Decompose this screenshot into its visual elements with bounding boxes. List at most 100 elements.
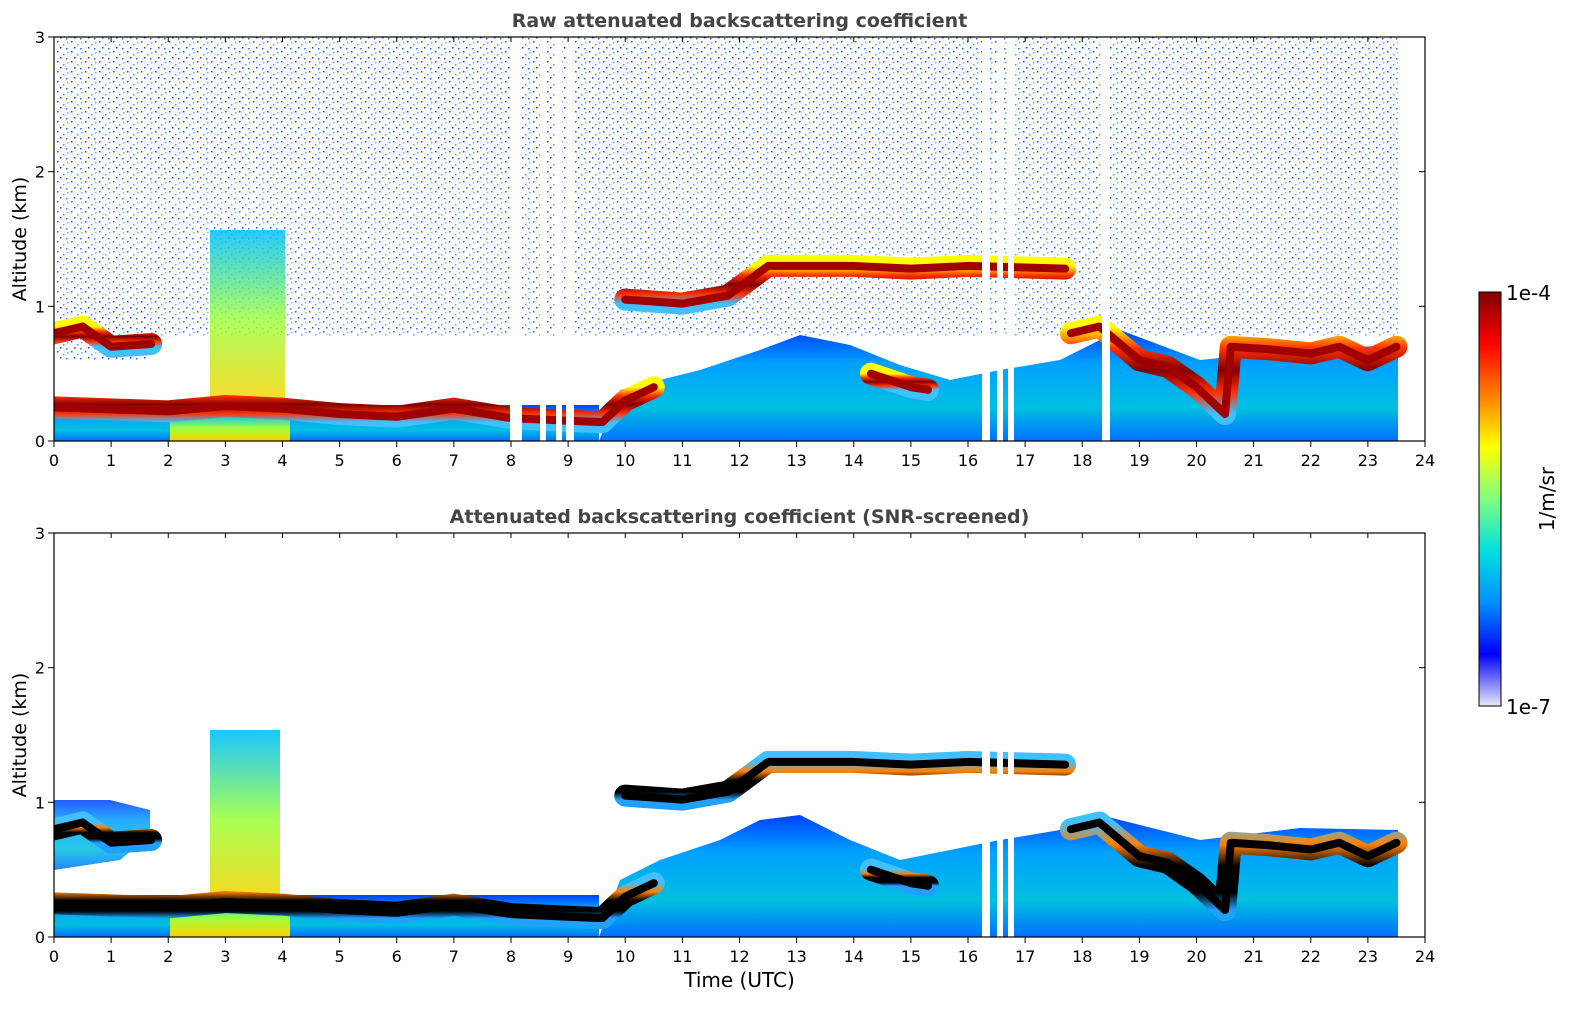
colorbar-max-label: 1e-4 [1506,281,1551,305]
x-tick-label: 16 [958,947,978,966]
x-tick-label: 9 [563,947,573,966]
cloud-layer-core [621,261,1070,308]
raw-axis-ticks: 0 1 2 3 4 5 6 7 8 9 10 11 12 13 14 15 16 17 18 19 20 21 22 23 24… [35,28,1435,470]
raw-gap [510,37,522,441]
raw-noise-region-upper [54,37,1398,177]
y-tick-label: 3 [35,524,45,543]
x-tick-label: 8 [506,451,516,470]
x-tick-label: 18 [1072,947,1092,966]
raw-gap [997,37,1003,441]
x-tick-label: 4 [277,451,287,470]
x-tick-label: 0 [49,947,59,966]
raw-heatmap [54,37,1408,441]
x-tick-label: 4 [277,947,287,966]
cloud-layer-core [1066,818,1401,915]
screened-axis-ticks: 0 1 2 3 4 5 6 7 8 9 10 11 12 13 14 15 16 17 18 19 20 21 22 23 24… [35,524,1435,966]
x-tick-label: 1 [106,451,116,470]
screened-ylabel: Altitude (km) [9,673,31,798]
x-tick-label: 2 [163,451,173,470]
x-tick-label: 3 [220,451,230,470]
x-tick-label: 11 [672,947,692,966]
y-tick-label: 0 [35,928,45,947]
x-tick-label: 13 [786,947,806,966]
raw-gap [982,37,990,441]
cloud-layer-core [54,383,658,427]
x-tick-label: 16 [958,451,978,470]
panel-raw: Raw attenuated backscattering coefficien… [9,10,1435,470]
x-tick-label: 21 [1243,947,1263,966]
cloud-layer-core [866,865,933,890]
x-tick-label: 5 [335,947,345,966]
x-tick-label: 17 [1015,451,1035,470]
screened-layers [54,750,1408,930]
panel-screened-title: Attenuated backscattering coefficient (S… [450,506,1030,528]
screened-heatmap [54,730,1408,937]
x-tick-label: 23 [1358,451,1378,470]
screened-dust-plume [210,730,280,910]
cloud-layer-core [54,322,156,351]
raw-dust-plume [210,230,285,410]
x-tick-label: 22 [1301,947,1321,966]
x-tick-label: 6 [392,947,402,966]
y-tick-label: 3 [35,28,45,47]
x-tick-label: 13 [786,451,806,470]
raw-ylabel: Altitude (km) [9,177,31,302]
colorbar-scale [1478,291,1502,707]
panel-raw-title: Raw attenuated backscattering coefficien… [512,10,968,32]
screened-gap [982,745,990,937]
colorbar: 1e-4 1e-7 1/m/sr [1478,281,1559,719]
x-tick-label: 14 [844,947,864,966]
x-tick-label: 24 [1415,947,1435,966]
x-tick-label: 0 [49,451,59,470]
x-tick-label: 17 [1015,947,1035,966]
screened-gap [1008,745,1014,937]
x-tick-label: 12 [729,947,749,966]
x-tick-label: 12 [729,451,749,470]
x-tick-label: 9 [563,451,573,470]
raw-gap [1008,37,1014,441]
x-tick-label: 22 [1301,451,1321,470]
x-tick-label: 10 [615,451,635,470]
x-tick-label: 15 [901,451,921,470]
x-tick-label: 11 [672,451,692,470]
x-tick-label: 5 [335,451,345,470]
cloud-layer-core [54,818,156,847]
raw-gap [566,37,574,441]
raw-gap [540,37,546,441]
x-tick-label: 21 [1243,451,1263,470]
screened-gap [997,745,1003,937]
x-tick-label: 1 [106,947,116,966]
y-tick-label: 1 [35,297,45,316]
colorbar-min-label: 1e-7 [1506,695,1551,719]
screened-xlabel: Time (UTC) [683,968,795,992]
x-tick-label: 24 [1415,451,1435,470]
x-tick-label: 8 [506,947,516,966]
cloud-layer-core [1066,322,1401,419]
x-tick-label: 20 [1186,947,1206,966]
x-tick-label: 18 [1072,451,1092,470]
x-tick-label: 15 [901,947,921,966]
y-tick-label: 0 [35,432,45,451]
y-tick-label: 1 [35,793,45,812]
colorbar-label: 1/m/sr [1535,466,1559,531]
raw-gap [556,37,562,441]
raw-layers [54,254,1408,434]
x-tick-label: 19 [1129,947,1149,966]
x-tick-label: 23 [1358,947,1378,966]
cloud-layer-core [866,369,933,394]
x-tick-label: 3 [220,947,230,966]
x-tick-label: 6 [392,451,402,470]
panel-screened: Attenuated backscattering coefficient (S… [9,506,1435,992]
raw-gap [1102,37,1110,441]
x-tick-label: 7 [449,947,459,966]
cloud-layer-core [54,879,658,923]
y-tick-label: 2 [35,659,45,678]
x-tick-label: 7 [449,451,459,470]
x-tick-label: 2 [163,947,173,966]
y-tick-label: 2 [35,163,45,182]
x-tick-label: 14 [844,451,864,470]
cloud-layer-core [621,757,1070,804]
x-tick-label: 19 [1129,451,1149,470]
x-tick-label: 10 [615,947,635,966]
